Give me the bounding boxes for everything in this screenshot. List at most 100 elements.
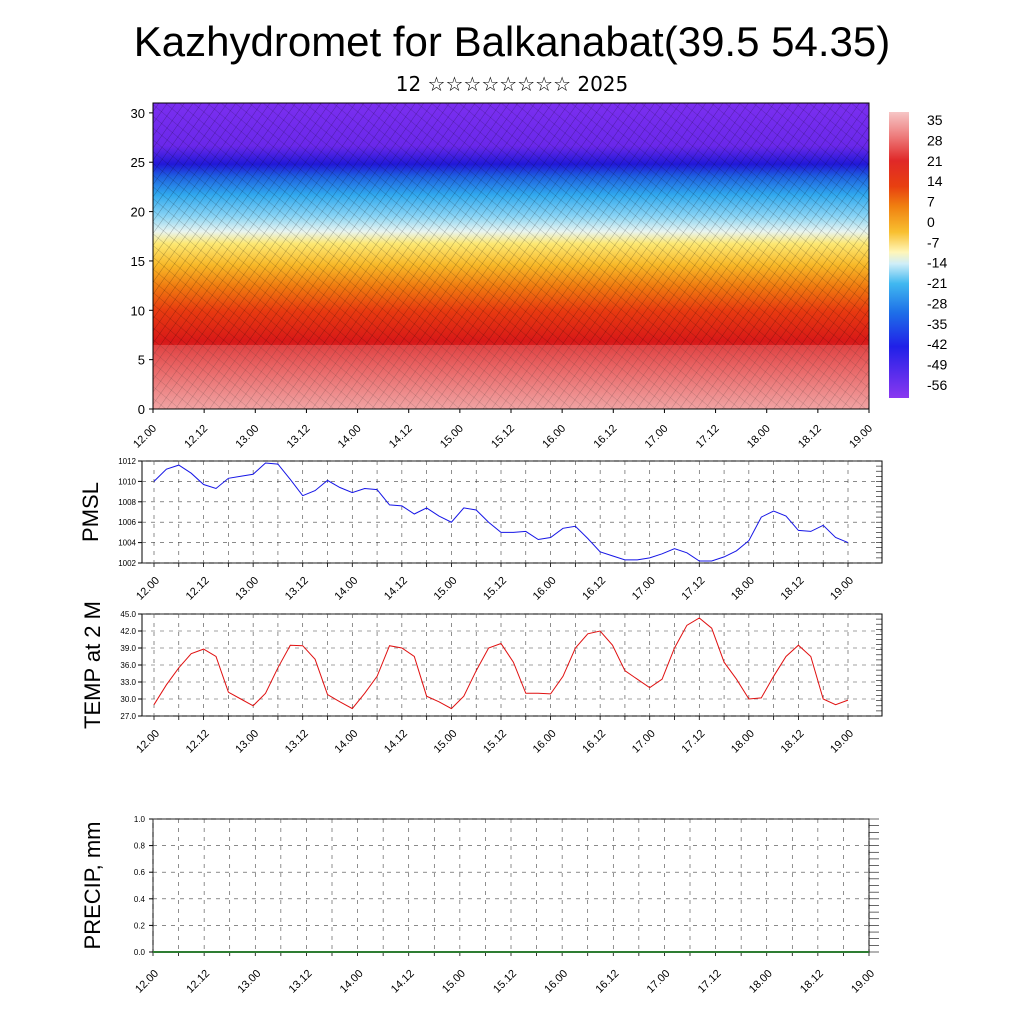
pmsl-x-tick-label: 18.00	[729, 575, 757, 603]
temp-y-tick-label: 39.0	[120, 644, 136, 653]
temp-x-tick-label: 15.00	[432, 728, 460, 756]
pmsl-y-tick-label: 1002	[118, 559, 136, 568]
pmsl-x-tick-label: 16.00	[531, 575, 559, 603]
pmsl-x-tick-label: 12.00	[134, 575, 162, 603]
pmsl-x-tick-label: 17.00	[630, 575, 658, 603]
cross-section-x-axis: 12.00 12.12 13.00 13.12 14.00 14.12 15.00 15.12…	[131, 409, 875, 451]
cs-x-tick-label: 19.00	[847, 423, 875, 451]
precip-x-tick-label: 13.00	[235, 968, 263, 996]
cs-x-tick-label: 15.00	[438, 423, 466, 451]
precip-x-tick-label: 17.00	[645, 968, 673, 996]
pmsl-x-tick-label: 13.12	[283, 575, 311, 603]
pmsl-x-tick-label: 18.12	[779, 575, 807, 603]
temp-y-tick-label: 30.0	[120, 695, 136, 704]
chart-title: Kazhydromet for Balkanabat(39.5 54.35)	[133, 18, 891, 65]
colorbar-label: -49	[927, 357, 947, 373]
precip-y-tick-label: 0.0	[134, 948, 146, 957]
precip-y-axis-label: PRECIP, mm	[80, 822, 105, 950]
precip-x-tick-label: 18.00	[747, 968, 775, 996]
cs-x-tick-label: 12.00	[131, 423, 159, 451]
colorbar-label: -35	[927, 316, 947, 332]
cs-y-tick-label: 15	[131, 254, 145, 269]
precip-x-tick-label: 12.00	[133, 968, 161, 996]
precip-x-tick-label: 16.12	[593, 968, 621, 996]
cs-x-tick-label: 14.00	[336, 423, 364, 451]
cs-x-tick-label: 17.12	[694, 423, 722, 451]
pmsl-y-tick-label: 1004	[118, 539, 136, 548]
precip-x-tick-label: 14.00	[338, 968, 366, 996]
colorbar-label: -21	[927, 275, 947, 291]
cs-x-tick-label: 17.00	[643, 423, 671, 451]
pmsl-series-line	[153, 462, 849, 562]
temp-x-tick-label: 18.00	[729, 728, 757, 756]
precip-x-tick-label: 19.00	[849, 968, 877, 996]
pmsl-x-tick-label: 17.12	[679, 575, 707, 603]
pmsl-y-axis-label: PMSL	[78, 482, 103, 542]
pmsl-x-tick-label: 15.00	[432, 575, 460, 603]
precip-x-tick-label: 16.00	[542, 968, 570, 996]
cs-x-tick-label: 16.00	[540, 423, 568, 451]
pmsl-panel: 1002 1004 1006 1008 1010 1012 12.00 12.12 13.00 1…	[78, 457, 883, 603]
precip-y-tick-label: 0.2	[134, 921, 146, 930]
temp-y-axis-label: TEMP at 2 M	[80, 601, 105, 729]
pmsl-y-tick-label: 1012	[118, 457, 136, 466]
colorbar: 35 28 21 14 7 0 -7 -14 -21 -28 -35 -42 -49 -56	[889, 112, 947, 398]
pmsl-y-tick-label: 1008	[118, 498, 136, 507]
temp-panel: 27.0 30.0 33.0 36.0 39.0 42.0 45.0 12.00 12.12 13…	[80, 601, 883, 756]
colorbar-label: -56	[927, 377, 947, 393]
pmsl-y-tick-label: 1010	[118, 477, 136, 486]
precip-y-tick-label: 1.0	[134, 815, 146, 824]
pmsl-x-tick-label: 15.12	[481, 575, 509, 603]
temp-x-tick-label: 17.00	[630, 728, 658, 756]
colorbar-label: -7	[927, 234, 940, 250]
temp-series-line	[153, 617, 849, 710]
temp-x-tick-label: 19.00	[828, 728, 856, 756]
temp-x-tick-label: 12.12	[184, 728, 212, 756]
cs-y-tick-label: 5	[138, 353, 145, 368]
temp-x-tick-label: 13.00	[233, 728, 261, 756]
colorbar-label: -42	[927, 336, 947, 352]
precip-y-tick-label: 0.4	[134, 895, 146, 904]
cs-y-tick-label: 30	[131, 106, 145, 121]
colorbar-ramp	[889, 112, 909, 398]
cs-y-tick-label: 10	[131, 303, 145, 318]
temp-x-tick-label: 16.12	[580, 728, 608, 756]
precip-x-tick-label: 18.12	[798, 968, 826, 996]
precip-x-tick-label: 17.12	[696, 968, 724, 996]
cs-x-tick-label: 14.12	[387, 423, 415, 451]
cs-x-tick-label: 18.00	[745, 423, 773, 451]
temp-x-tick-label: 17.12	[679, 728, 707, 756]
precip-panel: 0.0 0.2 0.4 0.6 0.8 1.0 12.00 12.12 13.00 13.12 14…	[80, 815, 879, 996]
temp-y-tick-label: 27.0	[120, 712, 136, 721]
pmsl-x-tick-label: 13.00	[233, 575, 261, 603]
chart-subtitle: 12 ☆☆☆☆☆☆☆☆ 2025	[395, 72, 629, 96]
temp-x-tick-label: 14.00	[332, 728, 360, 756]
pmsl-y-tick-label: 1006	[118, 518, 136, 527]
pmsl-x-tick-label: 19.00	[828, 575, 856, 603]
colorbar-labels: 35 28 21 14 7 0 -7 -14 -21 -28 -35 -42 -49 -56	[927, 112, 947, 393]
cs-x-tick-label: 12.12	[182, 423, 210, 451]
colorbar-label: 0	[927, 214, 935, 230]
precip-y-tick-label: 0.8	[134, 842, 146, 851]
colorbar-label: -14	[927, 255, 947, 271]
precip-x-tick-label: 14.12	[389, 968, 417, 996]
precip-y-tick-label: 0.6	[134, 868, 146, 877]
precip-x-tick-label: 13.12	[287, 968, 315, 996]
temp-x-tick-label: 14.12	[382, 728, 410, 756]
pmsl-x-tick-label: 14.00	[332, 575, 360, 603]
colorbar-label: 21	[927, 153, 943, 169]
temp-x-tick-label: 16.00	[531, 728, 559, 756]
temp-x-tick-label: 15.12	[481, 728, 509, 756]
wind-barbs-layer	[153, 103, 869, 409]
cs-y-tick-label: 0	[138, 402, 145, 417]
temp-x-tick-label: 18.12	[779, 728, 807, 756]
temp-y-tick-label: 42.0	[120, 627, 136, 636]
colorbar-label: 28	[927, 132, 943, 148]
pmsl-x-tick-label: 16.12	[580, 575, 608, 603]
precip-x-tick-label: 15.00	[440, 968, 468, 996]
cs-x-tick-label: 13.12	[285, 423, 313, 451]
temp-y-tick-label: 33.0	[120, 678, 136, 687]
temp-y-tick-label: 45.0	[120, 610, 136, 619]
colorbar-label: 14	[927, 173, 943, 189]
